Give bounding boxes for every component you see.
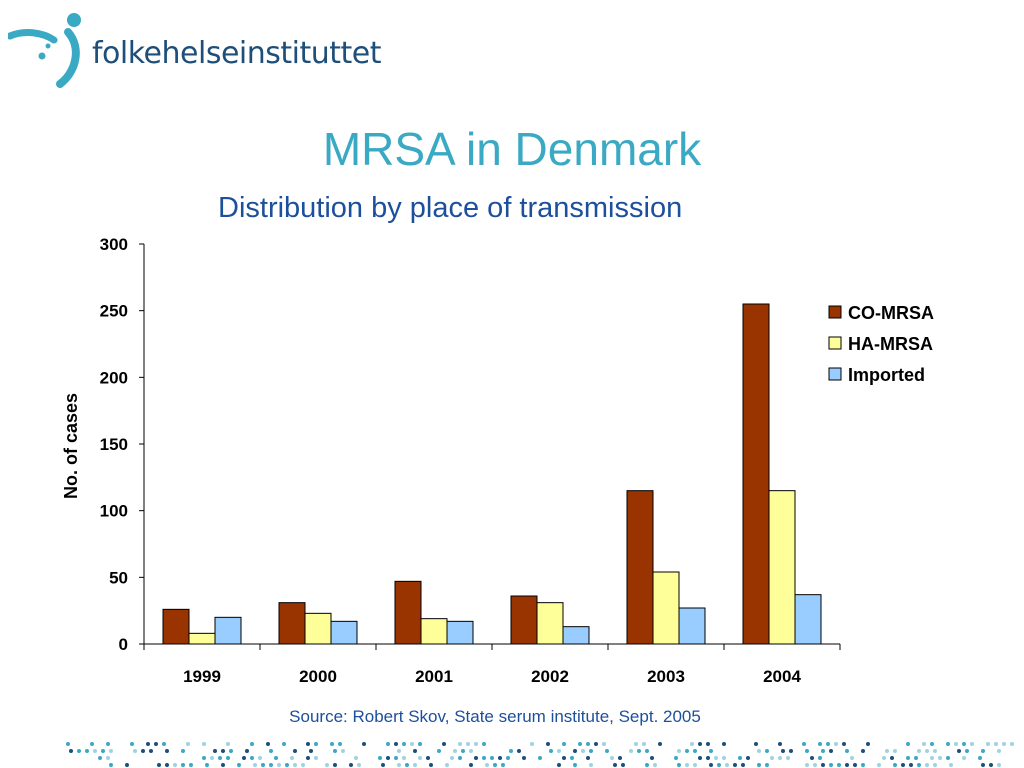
x-tick-label: 2002 bbox=[531, 667, 569, 686]
bar-co-mrsa bbox=[162, 608, 190, 645]
legend-label: Imported bbox=[848, 365, 925, 385]
y-tick-label: 50 bbox=[109, 568, 128, 587]
y-tick-label: 100 bbox=[100, 502, 128, 521]
y-tick-label: 200 bbox=[100, 368, 128, 387]
x-tick-label: 2000 bbox=[299, 667, 337, 686]
bar-imported bbox=[214, 616, 242, 645]
legend-swatch bbox=[828, 305, 842, 319]
y-tick-label: 150 bbox=[100, 435, 128, 454]
x-tick-label: 2003 bbox=[647, 667, 685, 686]
bar-co-mrsa bbox=[278, 602, 306, 645]
bar-imported bbox=[330, 620, 358, 645]
page-title: MRSA in Denmark bbox=[322, 123, 702, 175]
bar-co-mrsa bbox=[510, 595, 538, 645]
bar-imported bbox=[678, 607, 706, 645]
legend-swatch bbox=[828, 336, 842, 350]
y-axis-label: No. of cases bbox=[61, 393, 81, 499]
source-note: Source: Robert Skov, State serum institu… bbox=[289, 707, 701, 726]
bar-ha-mrsa bbox=[420, 618, 448, 645]
y-tick-label: 300 bbox=[100, 235, 128, 254]
bar-ha-mrsa bbox=[304, 612, 332, 645]
y-tick-label: 250 bbox=[100, 302, 128, 321]
y-tick-label: 0 bbox=[119, 635, 128, 654]
institute-logo: folkehelseinstituttet bbox=[8, 10, 388, 90]
bar-imported bbox=[794, 594, 822, 645]
legend-label: CO-MRSA bbox=[848, 303, 934, 323]
legend-swatch bbox=[828, 367, 842, 381]
bar-co-mrsa bbox=[742, 303, 770, 645]
bar-ha-mrsa bbox=[652, 571, 680, 645]
bar-ha-mrsa bbox=[768, 490, 796, 645]
legend-label: HA-MRSA bbox=[848, 334, 933, 354]
bar-ha-mrsa bbox=[536, 602, 564, 645]
x-tick-label: 2004 bbox=[763, 667, 801, 686]
person-dots-logo-icon bbox=[8, 13, 81, 88]
x-tick-label: 2001 bbox=[415, 667, 453, 686]
bar-imported bbox=[562, 626, 590, 645]
x-tick-label: 1999 bbox=[183, 667, 221, 686]
bar-ha-mrsa bbox=[188, 632, 216, 645]
dot-pattern bbox=[66, 742, 1014, 767]
bar-imported bbox=[446, 620, 474, 645]
bar-co-mrsa bbox=[394, 580, 422, 645]
logo-wordmark: folkehelseinstituttet bbox=[92, 36, 382, 71]
page-subtitle: Distribution by place of transmission bbox=[218, 192, 683, 224]
bar-co-mrsa bbox=[626, 490, 654, 645]
